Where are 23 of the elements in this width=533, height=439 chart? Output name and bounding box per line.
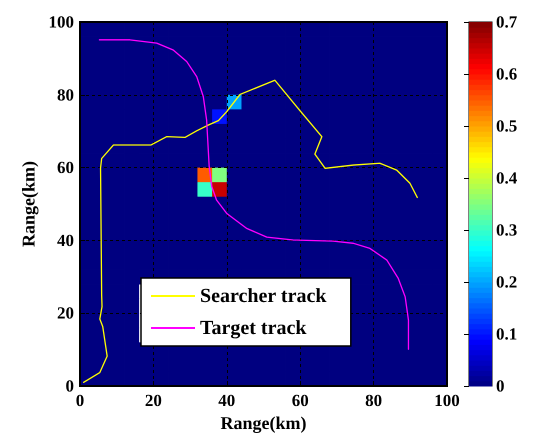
y-tick-label: 20 — [57, 304, 74, 323]
y-tick-label: 40 — [57, 230, 74, 250]
y-tick-label: 100 — [48, 12, 74, 32]
color-bar-label: 0.5 — [496, 116, 518, 136]
color-bar-label: 0.4 — [496, 168, 518, 188]
y-tick-label: 80 — [57, 85, 74, 104]
color-bar-label: 0.1 — [496, 324, 518, 344]
x-axis-title: Range(km) — [220, 412, 306, 433]
x-tick-label: 100 — [434, 391, 460, 410]
color-bar-label: 0.6 — [496, 64, 518, 84]
color-bar-label: 0.7 — [496, 12, 518, 32]
legend-label: Target track — [200, 317, 308, 339]
x-tick-label: 20 — [144, 391, 162, 410]
y-tick-label: 0 — [66, 376, 74, 396]
color-bar-label: 0 — [496, 376, 504, 396]
y-axis-title: Range(km) — [18, 161, 39, 247]
x-tick-label: 80 — [365, 391, 382, 410]
y-tick-label: 60 — [57, 158, 74, 178]
x-tick-label: 60 — [292, 391, 309, 410]
x-tick-label: 40 — [218, 391, 236, 410]
color-bar-label: 0.2 — [496, 272, 518, 292]
legend-label: Searcher track — [200, 285, 328, 307]
color-bar-label: 0.3 — [496, 220, 518, 240]
